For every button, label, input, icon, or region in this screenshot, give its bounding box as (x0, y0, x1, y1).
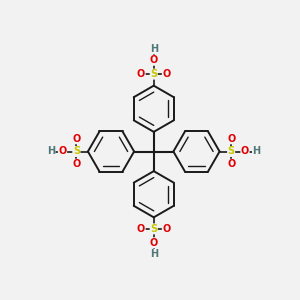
Text: O: O (72, 159, 80, 169)
Text: O: O (162, 69, 171, 79)
Text: O: O (241, 146, 249, 157)
Text: O: O (227, 134, 235, 144)
Text: O: O (137, 69, 145, 79)
Text: O: O (227, 159, 235, 169)
Text: S: S (150, 69, 157, 79)
Text: S: S (73, 146, 80, 157)
Text: S: S (228, 146, 235, 157)
Text: O: O (150, 55, 158, 65)
Text: O: O (72, 134, 80, 144)
Text: H: H (253, 146, 261, 157)
Text: H: H (150, 249, 158, 259)
Text: H: H (150, 44, 158, 54)
Text: O: O (150, 238, 158, 248)
Text: O: O (58, 146, 67, 157)
Text: O: O (162, 224, 171, 234)
Text: H: H (47, 146, 55, 157)
Text: O: O (137, 224, 145, 234)
Text: S: S (150, 224, 157, 234)
